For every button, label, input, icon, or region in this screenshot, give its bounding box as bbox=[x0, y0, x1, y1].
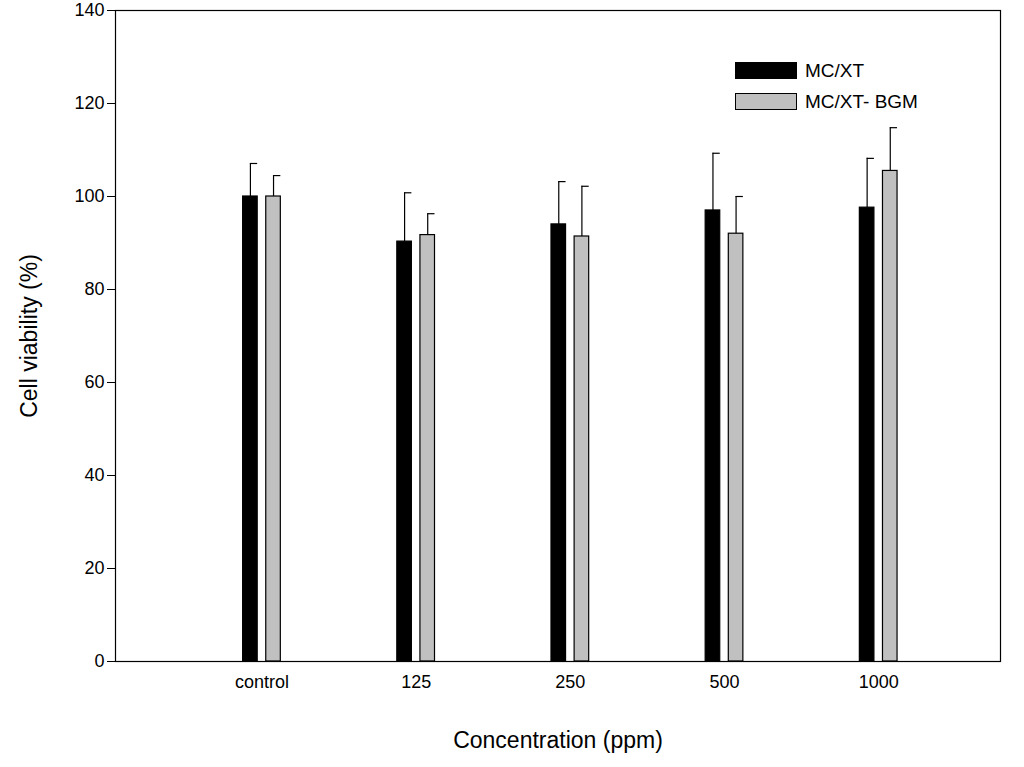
svg-text:1000: 1000 bbox=[859, 672, 899, 692]
svg-text:140: 140 bbox=[74, 0, 104, 20]
svg-text:80: 80 bbox=[84, 279, 104, 299]
svg-text:control: control bbox=[235, 672, 289, 692]
html-text:MC/XT: MC/XT bbox=[805, 59, 865, 81]
svg-text:0: 0 bbox=[94, 651, 104, 671]
svg-text:60: 60 bbox=[84, 372, 104, 392]
svg-text:100: 100 bbox=[74, 186, 104, 206]
svg-text:120: 120 bbox=[74, 93, 104, 113]
svg-text:40: 40 bbox=[84, 465, 104, 485]
svg-text:125: 125 bbox=[401, 672, 431, 692]
html-text:MC/XT- BGM: MC/XT- BGM bbox=[805, 90, 918, 112]
svg-text:20: 20 bbox=[84, 558, 104, 578]
svg-text:Cell viability (%): Cell viability (%) bbox=[16, 254, 42, 418]
svg-text:Concentration (ppm): Concentration (ppm) bbox=[453, 727, 663, 753]
svg-text:500: 500 bbox=[709, 672, 739, 692]
svg-text:250: 250 bbox=[555, 672, 585, 692]
